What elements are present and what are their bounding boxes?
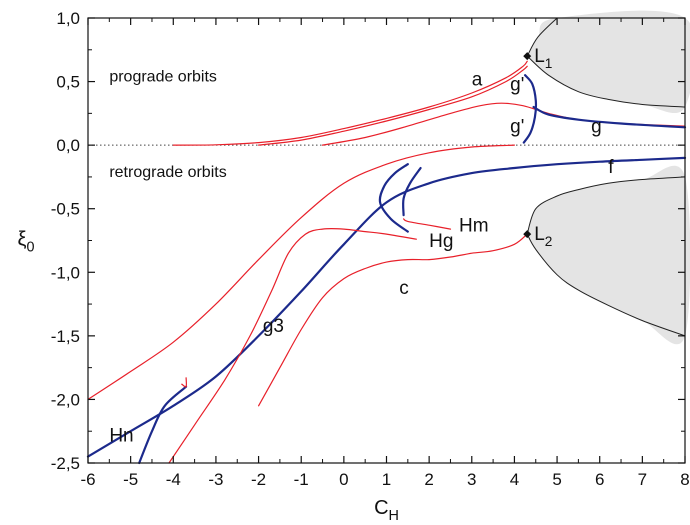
annotation-label: prograde orbits <box>109 69 217 86</box>
curve-c <box>258 233 528 407</box>
forbidden-regions <box>527 10 690 345</box>
curve-red-outer <box>87 144 515 400</box>
y-axis-title: ξ0 <box>18 229 35 256</box>
curve-hg-blue <box>378 163 409 233</box>
y-tick-label: -2,5 <box>51 454 80 473</box>
lagrange-points: L1 L2 <box>523 46 552 249</box>
x-tick-label: 1 <box>382 470 391 489</box>
y-tick-label: 0,0 <box>56 136 80 155</box>
x-tick-label: -6 <box>80 470 95 489</box>
curve-hm-blue <box>402 166 422 217</box>
x-tick-label: 2 <box>424 470 433 489</box>
x-tick-label: 7 <box>638 470 647 489</box>
annotation-label: a <box>472 69 483 90</box>
x-tick-label: 4 <box>510 470 519 489</box>
annotation-label: Hn <box>109 425 133 446</box>
y-tick-label: -1,5 <box>51 327 80 346</box>
curve-hm-red <box>403 218 452 230</box>
annotation-label: g' <box>510 116 524 137</box>
annotation-label: Hg <box>429 231 453 252</box>
x-tick-label: 6 <box>595 470 604 489</box>
curve-a1 <box>172 60 528 146</box>
annotations: prograde orbits retrograde orbits a g' g' gf H… <box>109 69 614 447</box>
curve-hn-red <box>181 377 188 388</box>
x-tick-label: -5 <box>123 470 138 489</box>
curve-f <box>86 156 687 458</box>
lagrange-point-marker <box>523 52 532 61</box>
x-tick-label: 5 <box>552 470 561 489</box>
x-tick-label: -3 <box>208 470 223 489</box>
lagrange-point-label: L1 <box>534 46 552 71</box>
axis-ticks: -6 -5 -4 -3 -2 -1 0 1 2 3 4 5 6 7 8 1,0 0,5 0,0 -0,5 -1,0 -1… <box>51 9 690 489</box>
x-axis-title: CH <box>374 497 399 524</box>
zero-velocity-curves <box>526 17 686 337</box>
annotation-label: f <box>608 157 614 178</box>
curve-g <box>532 105 687 129</box>
x-tick-label: -4 <box>166 470 181 489</box>
curve-gprime <box>522 74 538 144</box>
axis-titles: CH ξ0 <box>18 229 399 525</box>
boundary-upper <box>526 55 686 108</box>
y-tick-label: 1,0 <box>56 9 80 28</box>
x-tick-label: 3 <box>467 470 476 489</box>
y-tick-label: -2,0 <box>51 390 80 409</box>
y-tick-label: -0,5 <box>51 200 80 219</box>
lagrange-point-label: L2 <box>534 224 552 249</box>
annotation-label: g <box>591 116 602 137</box>
forbidden-region-lower <box>527 165 690 345</box>
y-tick-label: 0,5 <box>56 73 80 92</box>
y-tick-label: -1,0 <box>51 263 80 282</box>
annotation-label: g3 <box>263 316 284 337</box>
annotation-label: c <box>399 278 409 299</box>
annotation-label: Hm <box>459 216 489 237</box>
boundary-upper-top <box>526 17 558 57</box>
x-tick-label: 0 <box>339 470 348 489</box>
x-tick-label: -1 <box>294 470 309 489</box>
boundary-lower <box>526 233 686 337</box>
forbidden-region-upper <box>527 10 690 113</box>
lagrange-point-marker <box>523 230 532 239</box>
annotation-label: retrograde orbits <box>109 164 226 181</box>
curve-hn-blue <box>138 385 188 465</box>
orbit-families <box>86 60 687 465</box>
boundary-lower-top <box>526 176 686 235</box>
x-tick-label: -2 <box>251 470 266 489</box>
curve-a2 <box>258 65 528 146</box>
annotation-label: g' <box>510 74 524 95</box>
x-tick-label: 8 <box>680 470 689 489</box>
curve-g3 <box>168 227 417 464</box>
